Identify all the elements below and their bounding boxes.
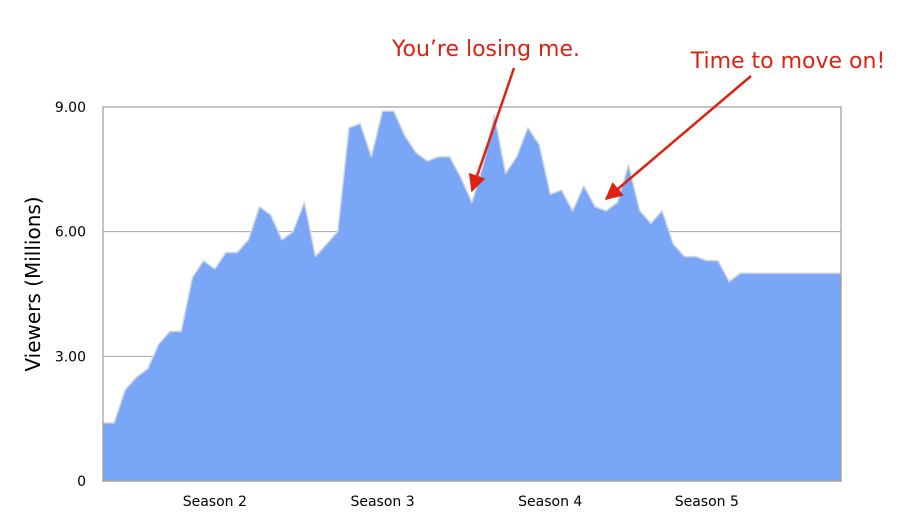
y-axis-title: Viewers (Millions): [21, 196, 45, 371]
annotation-arrow: [468, 67, 516, 193]
y-tick-label: 3.00: [55, 349, 86, 365]
x-tick-label: Season 3: [350, 494, 414, 510]
viewers-area: [102, 110, 842, 482]
x-axis-ticks: Season 2 Season 3 Season 4 Season 5: [183, 494, 739, 510]
x-tick-label: Season 5: [675, 494, 739, 510]
annotations: You’re losing me. Time to move on!: [391, 37, 886, 201]
y-axis-ticks: 0 3.00 6.00 9.00: [55, 100, 86, 490]
y-tick-label: 6.00: [55, 225, 86, 241]
annotation-arrow: [604, 75, 752, 201]
annotation-label: You’re losing me.: [391, 37, 580, 62]
y-tick-label: 0: [77, 474, 86, 490]
x-tick-label: Season 2: [183, 494, 247, 510]
x-tick-label: Season 4: [518, 494, 582, 510]
y-tick-label: 9.00: [55, 100, 86, 116]
plot-frame: [102, 106, 842, 482]
annotation-label: Time to move on!: [690, 49, 886, 74]
